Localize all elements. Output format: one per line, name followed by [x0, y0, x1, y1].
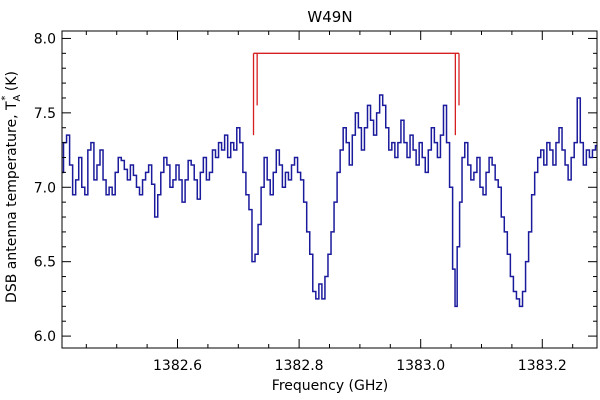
y-tick-label: 7.5 [34, 106, 56, 122]
x-tick-label: 1383.0 [396, 358, 445, 374]
y-axis-label-unit: (K) [4, 71, 20, 96]
series-line-0 [62, 94, 597, 308]
y-axis-label-sub: A [12, 94, 23, 101]
y-axis-label: DSB antenna temperature, TA* (K) [0, 71, 23, 303]
y-tick-label: 6.5 [34, 255, 56, 271]
x-tick-label: 1382.8 [275, 358, 324, 374]
marker-layer [252, 52, 460, 136]
y-tick-label: 6.0 [34, 329, 56, 345]
x-tick-label: 1383.2 [518, 358, 567, 374]
y-tick-label: 7.0 [34, 180, 56, 196]
y-axis-label-sup: * [0, 96, 11, 101]
x-axis-label: Frequency (GHz) [272, 378, 388, 394]
x-tick-label: 1382.6 [153, 358, 202, 374]
y-tick-label: 8.0 [34, 31, 56, 47]
chart-title: W49N [307, 8, 352, 26]
tick-layer: 1382.6 1382.8 1383.0 1383.2 6.0 6.5 7.0 7.5 8.0 [34, 31, 597, 374]
y-axis-label-main: DSB antenna temperature, T [4, 101, 20, 303]
series-layer [62, 94, 597, 308]
